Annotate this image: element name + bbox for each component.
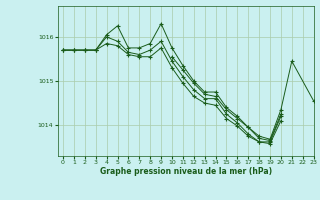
X-axis label: Graphe pression niveau de la mer (hPa): Graphe pression niveau de la mer (hPa) — [100, 167, 272, 176]
